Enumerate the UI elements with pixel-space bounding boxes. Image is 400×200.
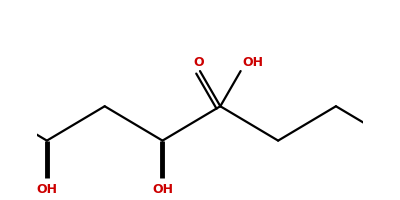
Text: O: O — [193, 56, 204, 69]
Text: OH: OH — [242, 56, 263, 69]
Text: OH: OH — [152, 183, 173, 196]
Text: OH: OH — [36, 183, 57, 196]
